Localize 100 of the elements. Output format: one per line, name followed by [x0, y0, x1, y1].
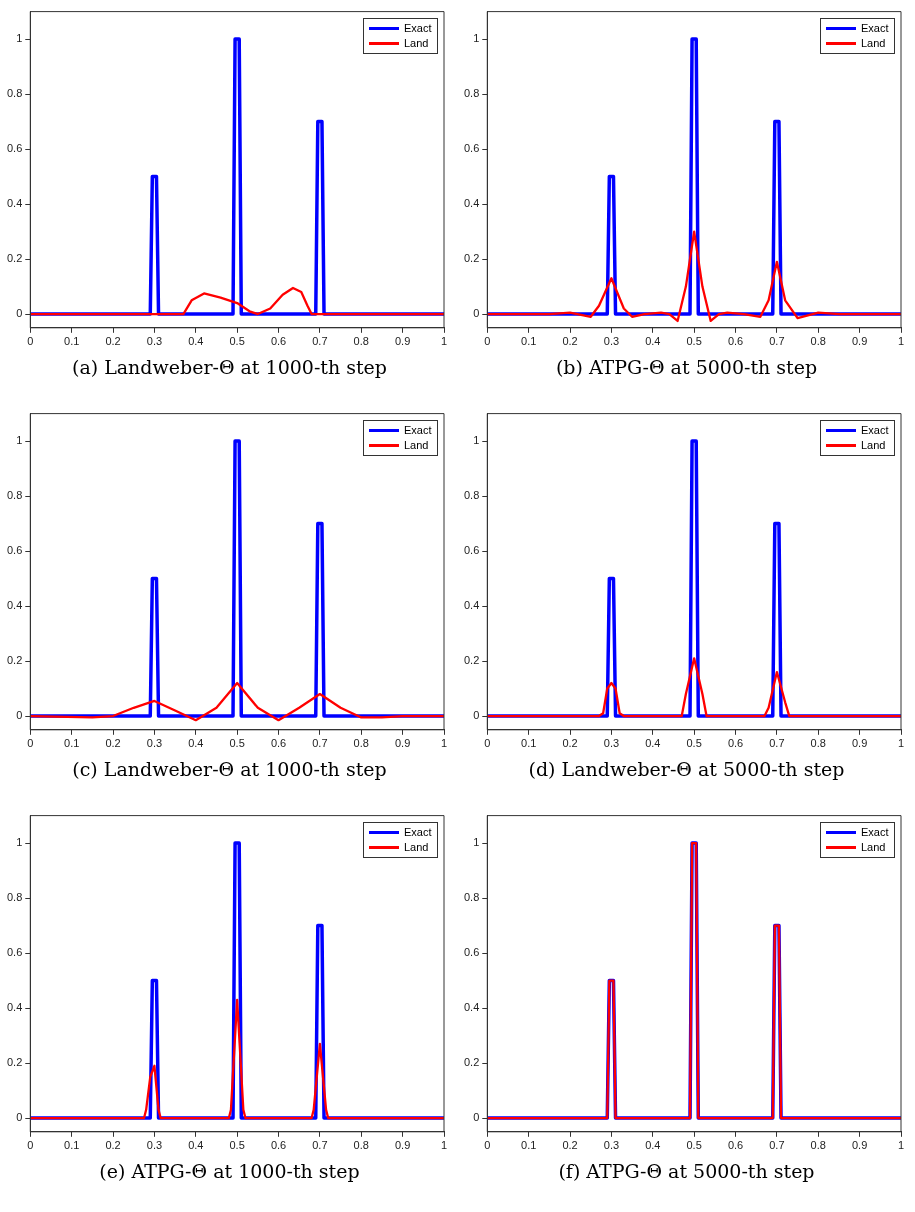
x-tick-label: 1 [440, 1139, 448, 1152]
legend-label: Exact [404, 20, 432, 36]
x-tick-label: 0.8 [810, 1139, 826, 1152]
legend-label: Land [861, 437, 886, 453]
legend-label: Land [404, 839, 429, 855]
x-tick-label: 0.9 [394, 1139, 411, 1152]
x-tick-label: 0.4 [188, 737, 204, 750]
y-tick-label: 0 [473, 307, 480, 320]
x-tick-label: 1 [897, 335, 905, 348]
y-tick-label: 0.2 [6, 252, 23, 265]
x-tick-label: 1 [897, 737, 905, 750]
x-tick-label: 0 [27, 335, 34, 348]
x-tick-label: 0.2 [105, 737, 121, 750]
x-tick-label: 0 [484, 737, 491, 750]
y-tick-label: 0.6 [6, 544, 23, 557]
y-tick-label: 1 [16, 434, 23, 447]
y-tick-label: 0 [473, 1111, 480, 1124]
y-tick-label: 0.2 [6, 1056, 23, 1069]
text: (c) Landweber-Θ at 1000-th step [71, 758, 388, 780]
y-tick-label: 0 [16, 709, 23, 722]
legend-label: Exact [404, 824, 432, 840]
x-tick-label: 0.4 [188, 335, 204, 348]
y-tick-label: 1 [473, 434, 480, 447]
y-tick-label: 0.4 [463, 1001, 480, 1014]
text: (b) ATPG-Θ at 5000-th step [554, 356, 819, 378]
x-tick-label: 0 [27, 1139, 34, 1152]
y-tick-label: 0.6 [6, 946, 23, 959]
x-tick-label: 0.9 [851, 335, 868, 348]
x-tick-label: 0.6 [727, 1139, 744, 1152]
x-tick-label: 0.4 [188, 1139, 204, 1152]
x-tick-label: 0.1 [64, 737, 80, 750]
y-tick-label: 0.8 [6, 489, 23, 502]
x-tick-label: 0.8 [353, 737, 369, 750]
y-tick-label: 0 [473, 709, 480, 722]
legend-label: Land [404, 437, 429, 453]
x-tick-label: 0.8 [353, 1139, 369, 1152]
legend-label: Land [861, 839, 886, 855]
x-tick-label: 0.6 [270, 737, 287, 750]
x-tick-label: 1 [440, 335, 448, 348]
y-tick-label: 0.6 [6, 142, 23, 155]
x-tick-label: 0.9 [851, 1139, 868, 1152]
y-tick-label: 0 [16, 307, 23, 320]
x-tick-label: 0.5 [229, 335, 245, 348]
y-tick-label: 1 [16, 836, 23, 849]
y-tick-label: 0.4 [463, 599, 480, 612]
x-tick-label: 0.5 [229, 1139, 245, 1152]
x-tick-label: 0.5 [686, 335, 702, 348]
x-tick-label: 0.1 [64, 335, 80, 348]
x-tick-label: 0.3 [146, 335, 163, 348]
legend-label: Exact [861, 422, 889, 438]
x-tick-label: 0.2 [562, 335, 578, 348]
text: (d) Landweber-Θ at 5000-th step [527, 758, 846, 780]
x-tick-label: 0.4 [645, 737, 661, 750]
x-tick-label: 0.9 [394, 335, 411, 348]
y-tick-label: 0.6 [463, 544, 480, 557]
x-tick-label: 0 [484, 335, 491, 348]
x-tick-label: 0.3 [146, 1139, 163, 1152]
x-tick-label: 0.9 [394, 737, 411, 750]
legend-label: Land [861, 35, 886, 51]
y-tick-label: 0.4 [6, 1001, 23, 1014]
legend-label: Exact [404, 422, 432, 438]
x-tick-label: 0.5 [686, 737, 702, 750]
x-tick-label: 0.3 [603, 335, 620, 348]
x-tick-label: 0.7 [312, 335, 328, 348]
y-tick-label: 0.6 [463, 946, 480, 959]
x-tick-label: 0.7 [312, 1139, 328, 1152]
x-tick-label: 0.1 [521, 737, 537, 750]
legend-label: Exact [861, 20, 889, 36]
y-tick-label: 0.8 [463, 87, 480, 100]
x-tick-label: 0.3 [603, 1139, 620, 1152]
x-tick-label: 0 [27, 737, 34, 750]
x-tick-label: 0.2 [105, 335, 121, 348]
x-tick-label: 0.6 [270, 1139, 287, 1152]
y-tick-label: 1 [473, 836, 480, 849]
y-tick-label: 0.2 [463, 654, 480, 667]
y-tick-label: 0.2 [463, 252, 480, 265]
y-tick-label: 0 [16, 1111, 23, 1124]
x-tick-label: 0.8 [353, 335, 369, 348]
x-tick-label: 0.7 [769, 737, 785, 750]
y-tick-label: 0.8 [6, 87, 23, 100]
x-tick-label: 0.9 [851, 737, 868, 750]
x-tick-label: 0.7 [312, 737, 328, 750]
x-tick-label: 0.3 [146, 737, 163, 750]
text: (e) ATPG-Θ at 1000-th step [98, 1160, 361, 1182]
y-tick-label: 0.8 [463, 891, 480, 904]
legend-label: Land [404, 35, 429, 51]
x-tick-label: 0.6 [727, 335, 744, 348]
x-tick-label: 0 [484, 1139, 491, 1152]
y-tick-label: 0.6 [463, 142, 480, 155]
y-tick-label: 0.8 [6, 891, 23, 904]
y-tick-label: 1 [16, 32, 23, 45]
x-tick-label: 0.5 [686, 1139, 702, 1152]
x-tick-label: 0.8 [810, 737, 826, 750]
text: (f) ATPG-Θ at 5000-th step [557, 1160, 816, 1182]
x-tick-label: 0.3 [603, 737, 620, 750]
x-tick-label: 1 [897, 1139, 905, 1152]
y-tick-label: 0.4 [6, 599, 23, 612]
x-tick-label: 0.4 [645, 335, 661, 348]
x-tick-label: 0.8 [810, 335, 826, 348]
x-tick-label: 0.4 [645, 1139, 661, 1152]
